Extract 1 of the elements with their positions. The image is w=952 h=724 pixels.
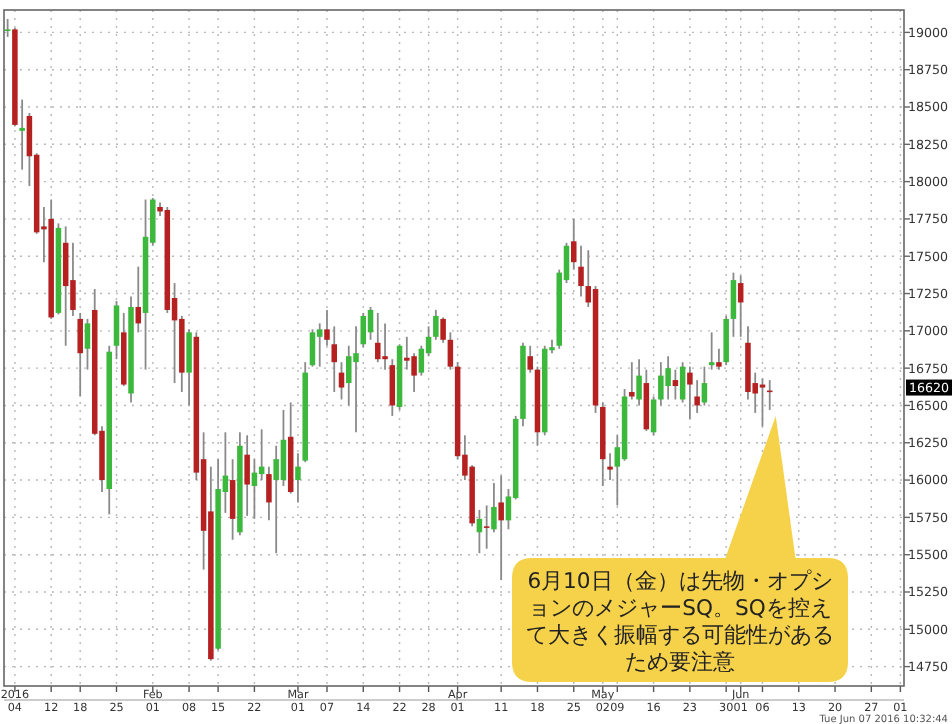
annotation: 6月10日（金）は先物・オプションのメジャーSQ。SQを控えて大きく振幅する可能性があるため要注意 xyxy=(526,567,834,675)
